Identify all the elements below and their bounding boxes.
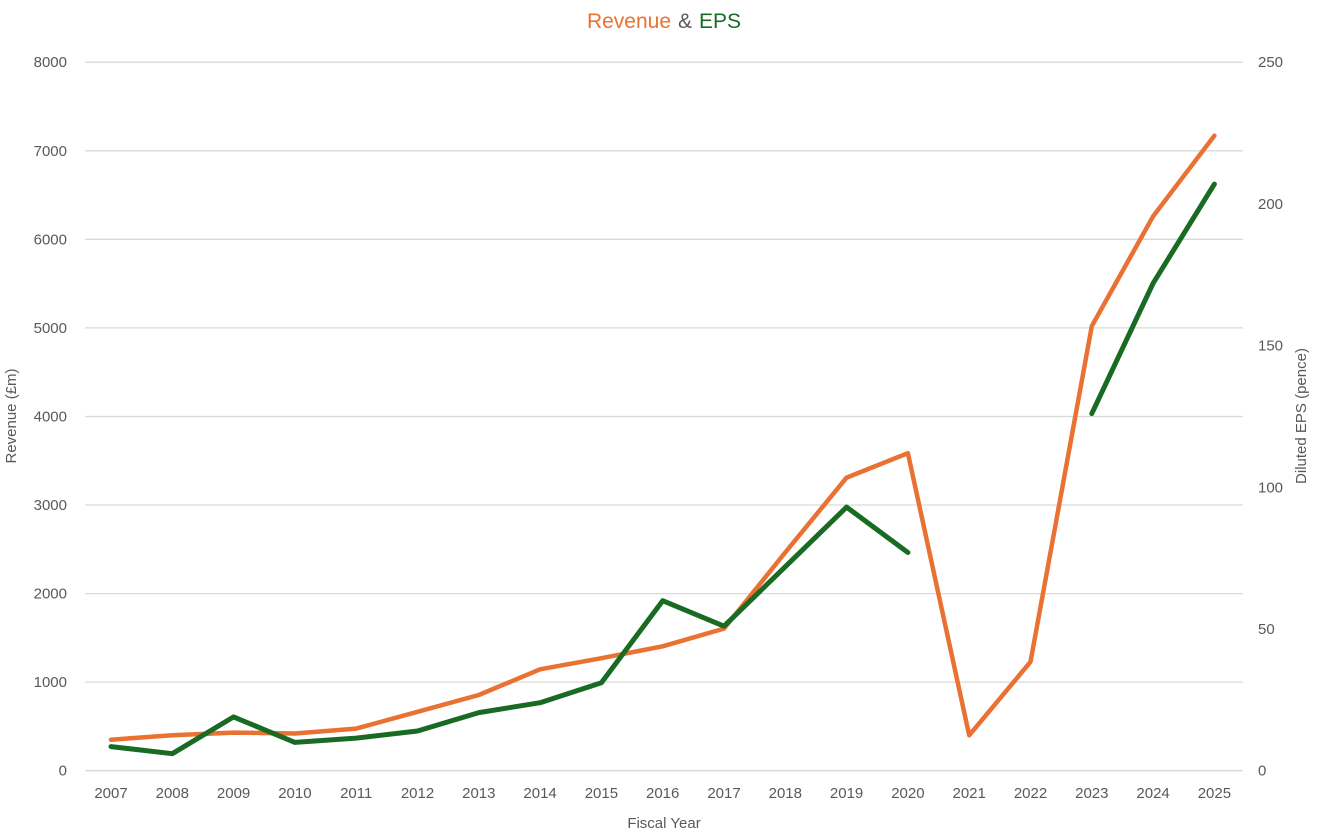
x-tick-label: 2023 [1075,785,1108,802]
y-left-tick-label: 8000 [34,54,67,71]
x-tick-label: 2015 [585,785,618,802]
chart-title-ampersand: & [678,10,693,33]
y-left-tick-label: 1000 [34,674,67,691]
chart-title-revenue: Revenue [586,10,671,33]
x-tick-label: 2009 [217,785,250,802]
y-left-tick-label: 6000 [34,231,67,248]
chart-title: Revenue & EPS [85,9,1243,34]
y-right-tick-label: 0 [1258,763,1266,780]
y-right-tick-label: 250 [1258,54,1283,71]
x-tick-label: 2014 [523,785,556,802]
x-tick-label: 2011 [340,785,372,802]
x-tick-label: 2020 [891,785,924,802]
x-tick-label: 2017 [707,785,740,802]
x-tick-label: 2016 [646,785,679,802]
x-tick-label: 2010 [278,785,311,802]
right-axis-title: Diluted EPS (pence) [1293,348,1310,484]
x-tick-label: 2024 [1136,785,1169,802]
left-axis-title: Revenue (£m) [3,368,20,463]
x-tick-label: 2013 [462,785,495,802]
y-left-tick-label: 2000 [34,586,67,603]
x-tick-label: 2007 [94,785,127,802]
y-left-tick-label: 0 [59,763,67,780]
series-line-eps [108,504,911,757]
y-right-tick-label: 100 [1258,479,1283,496]
x-tick-label: 2008 [156,785,189,802]
x-tick-label: 2022 [1014,785,1047,802]
y-left-tick-label: 3000 [34,497,67,514]
series-line-revenue [108,133,1217,742]
y-left-tick-label: 5000 [34,320,67,337]
x-tick-label: 2012 [401,785,434,802]
chart-title-eps: EPS [699,10,742,33]
y-right-tick-label: 200 [1258,196,1283,213]
x-tick-label: 2019 [830,785,863,802]
series-line-eps [1089,181,1217,417]
x-axis-title: Fiscal Year [627,815,700,832]
y-left-tick-label: 4000 [34,409,67,426]
x-tick-label: 2018 [769,785,802,802]
y-left-tick-label: 7000 [34,143,67,160]
x-tick-label: 2021 [953,785,986,802]
y-right-tick-label: 150 [1258,338,1283,355]
x-tick-label: 2025 [1198,785,1231,802]
y-right-tick-label: 50 [1258,621,1275,638]
